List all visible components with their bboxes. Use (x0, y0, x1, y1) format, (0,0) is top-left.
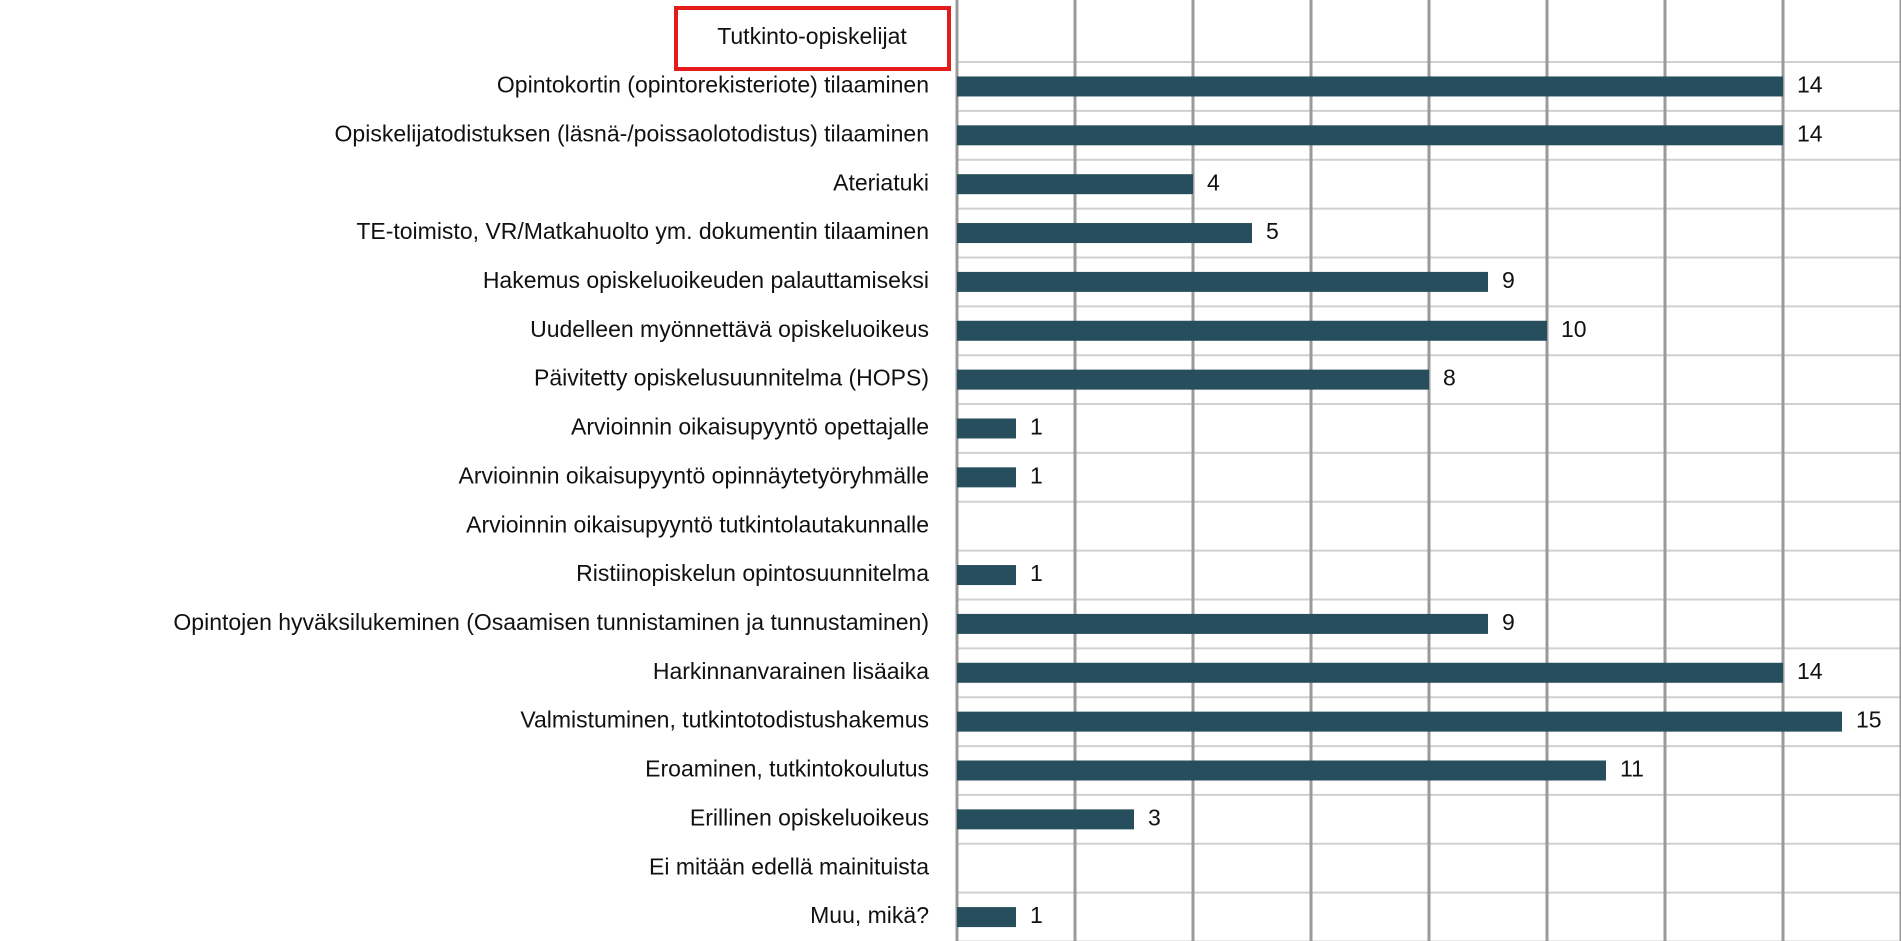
bar (957, 174, 1193, 195)
bar (957, 907, 1016, 928)
bar (957, 369, 1429, 390)
data-label: 4 (1207, 169, 1220, 195)
y-tick-label: Valmistuminen, tutkintotodistushakemus (520, 707, 929, 733)
y-tick-label: Päivitetty opiskelusuunnitelma (HOPS) (534, 365, 929, 391)
y-tick-label: Arvioinnin oikaisupyyntö opettajalle (571, 414, 929, 440)
y-tick-label: Opintokortin (opintorekisteriote) tilaam… (497, 72, 929, 98)
y-tick-label: TE-toimisto, VR/Matkahuolto ym. dokument… (356, 218, 929, 244)
bar (957, 467, 1016, 488)
data-label: 3 (1148, 804, 1161, 830)
bar (957, 125, 1783, 146)
bar (957, 320, 1547, 341)
y-tick-label: Muu, mikä? (810, 902, 929, 928)
bar (957, 76, 1783, 97)
bar (957, 223, 1252, 244)
y-tick-label: Arvioinnin oikaisupyyntö tutkintolautaku… (466, 511, 929, 537)
data-label: 9 (1502, 267, 1515, 293)
y-tick-label: Ristiinopiskelun opintosuunnitelma (576, 560, 929, 586)
data-label: 1 (1030, 902, 1043, 928)
y-tick-label: Opintojen hyväksilukeminen (Osaamisen tu… (173, 609, 929, 635)
y-tick-label: Ateriatuki (833, 169, 929, 195)
y-tick-label: Hakemus opiskeluoikeuden palauttamiseksi (483, 267, 929, 293)
bar (957, 565, 1016, 586)
y-tick-label: Erillinen opiskeluoikeus (690, 804, 929, 830)
data-label: 5 (1266, 218, 1279, 244)
data-label: 10 (1561, 316, 1587, 342)
data-label: 15 (1856, 707, 1882, 733)
y-tick-label: Opiskelijatodistuksen (läsnä-/poissaolot… (335, 120, 929, 146)
data-label: 1 (1030, 560, 1043, 586)
y-tick-label: Arvioinnin oikaisupyyntö opinnäytetyöryh… (459, 462, 929, 488)
bar (957, 662, 1783, 683)
bar (957, 711, 1842, 732)
data-label: 11 (1620, 756, 1644, 782)
y-tick-label: Harkinnanvarainen lisäaika (653, 658, 929, 684)
data-label: 8 (1443, 365, 1456, 391)
bar (957, 809, 1134, 830)
chart-title: Tutkinto-opiskelijat (717, 23, 907, 49)
data-label: 14 (1797, 658, 1823, 684)
title-box (674, 6, 951, 71)
y-tick-label: Ei mitään edellä mainituista (649, 853, 929, 879)
data-label: 14 (1797, 72, 1823, 98)
data-label: 14 (1797, 120, 1823, 146)
bar (957, 760, 1606, 781)
y-tick-label: Eroaminen, tutkintokoulutus (645, 756, 929, 782)
bar (957, 418, 1016, 439)
bar (957, 613, 1488, 634)
data-label: 9 (1502, 609, 1515, 635)
data-label: 1 (1030, 462, 1043, 488)
bar (957, 271, 1488, 292)
y-tick-label: Uudelleen myönnettävä opiskeluoikeus (530, 316, 929, 342)
data-label: 1 (1030, 414, 1043, 440)
